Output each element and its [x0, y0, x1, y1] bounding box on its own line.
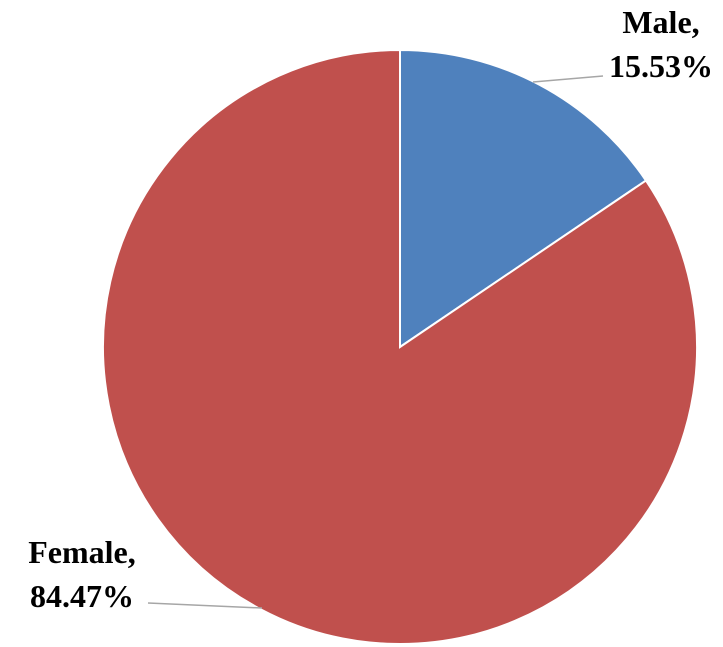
- pie-slice-male: [399, 48, 648, 349]
- label-female-name: Female,: [28, 534, 136, 570]
- pie-slices: [102, 48, 698, 645]
- leader-line-female: [147, 602, 263, 609]
- label-female-value: 84.47%: [30, 578, 134, 614]
- leader-line-male: [532, 75, 604, 83]
- pie-slice-female: [102, 48, 698, 645]
- label-male-value: 15.53%: [609, 48, 713, 84]
- label-male-name: Male,: [622, 4, 699, 40]
